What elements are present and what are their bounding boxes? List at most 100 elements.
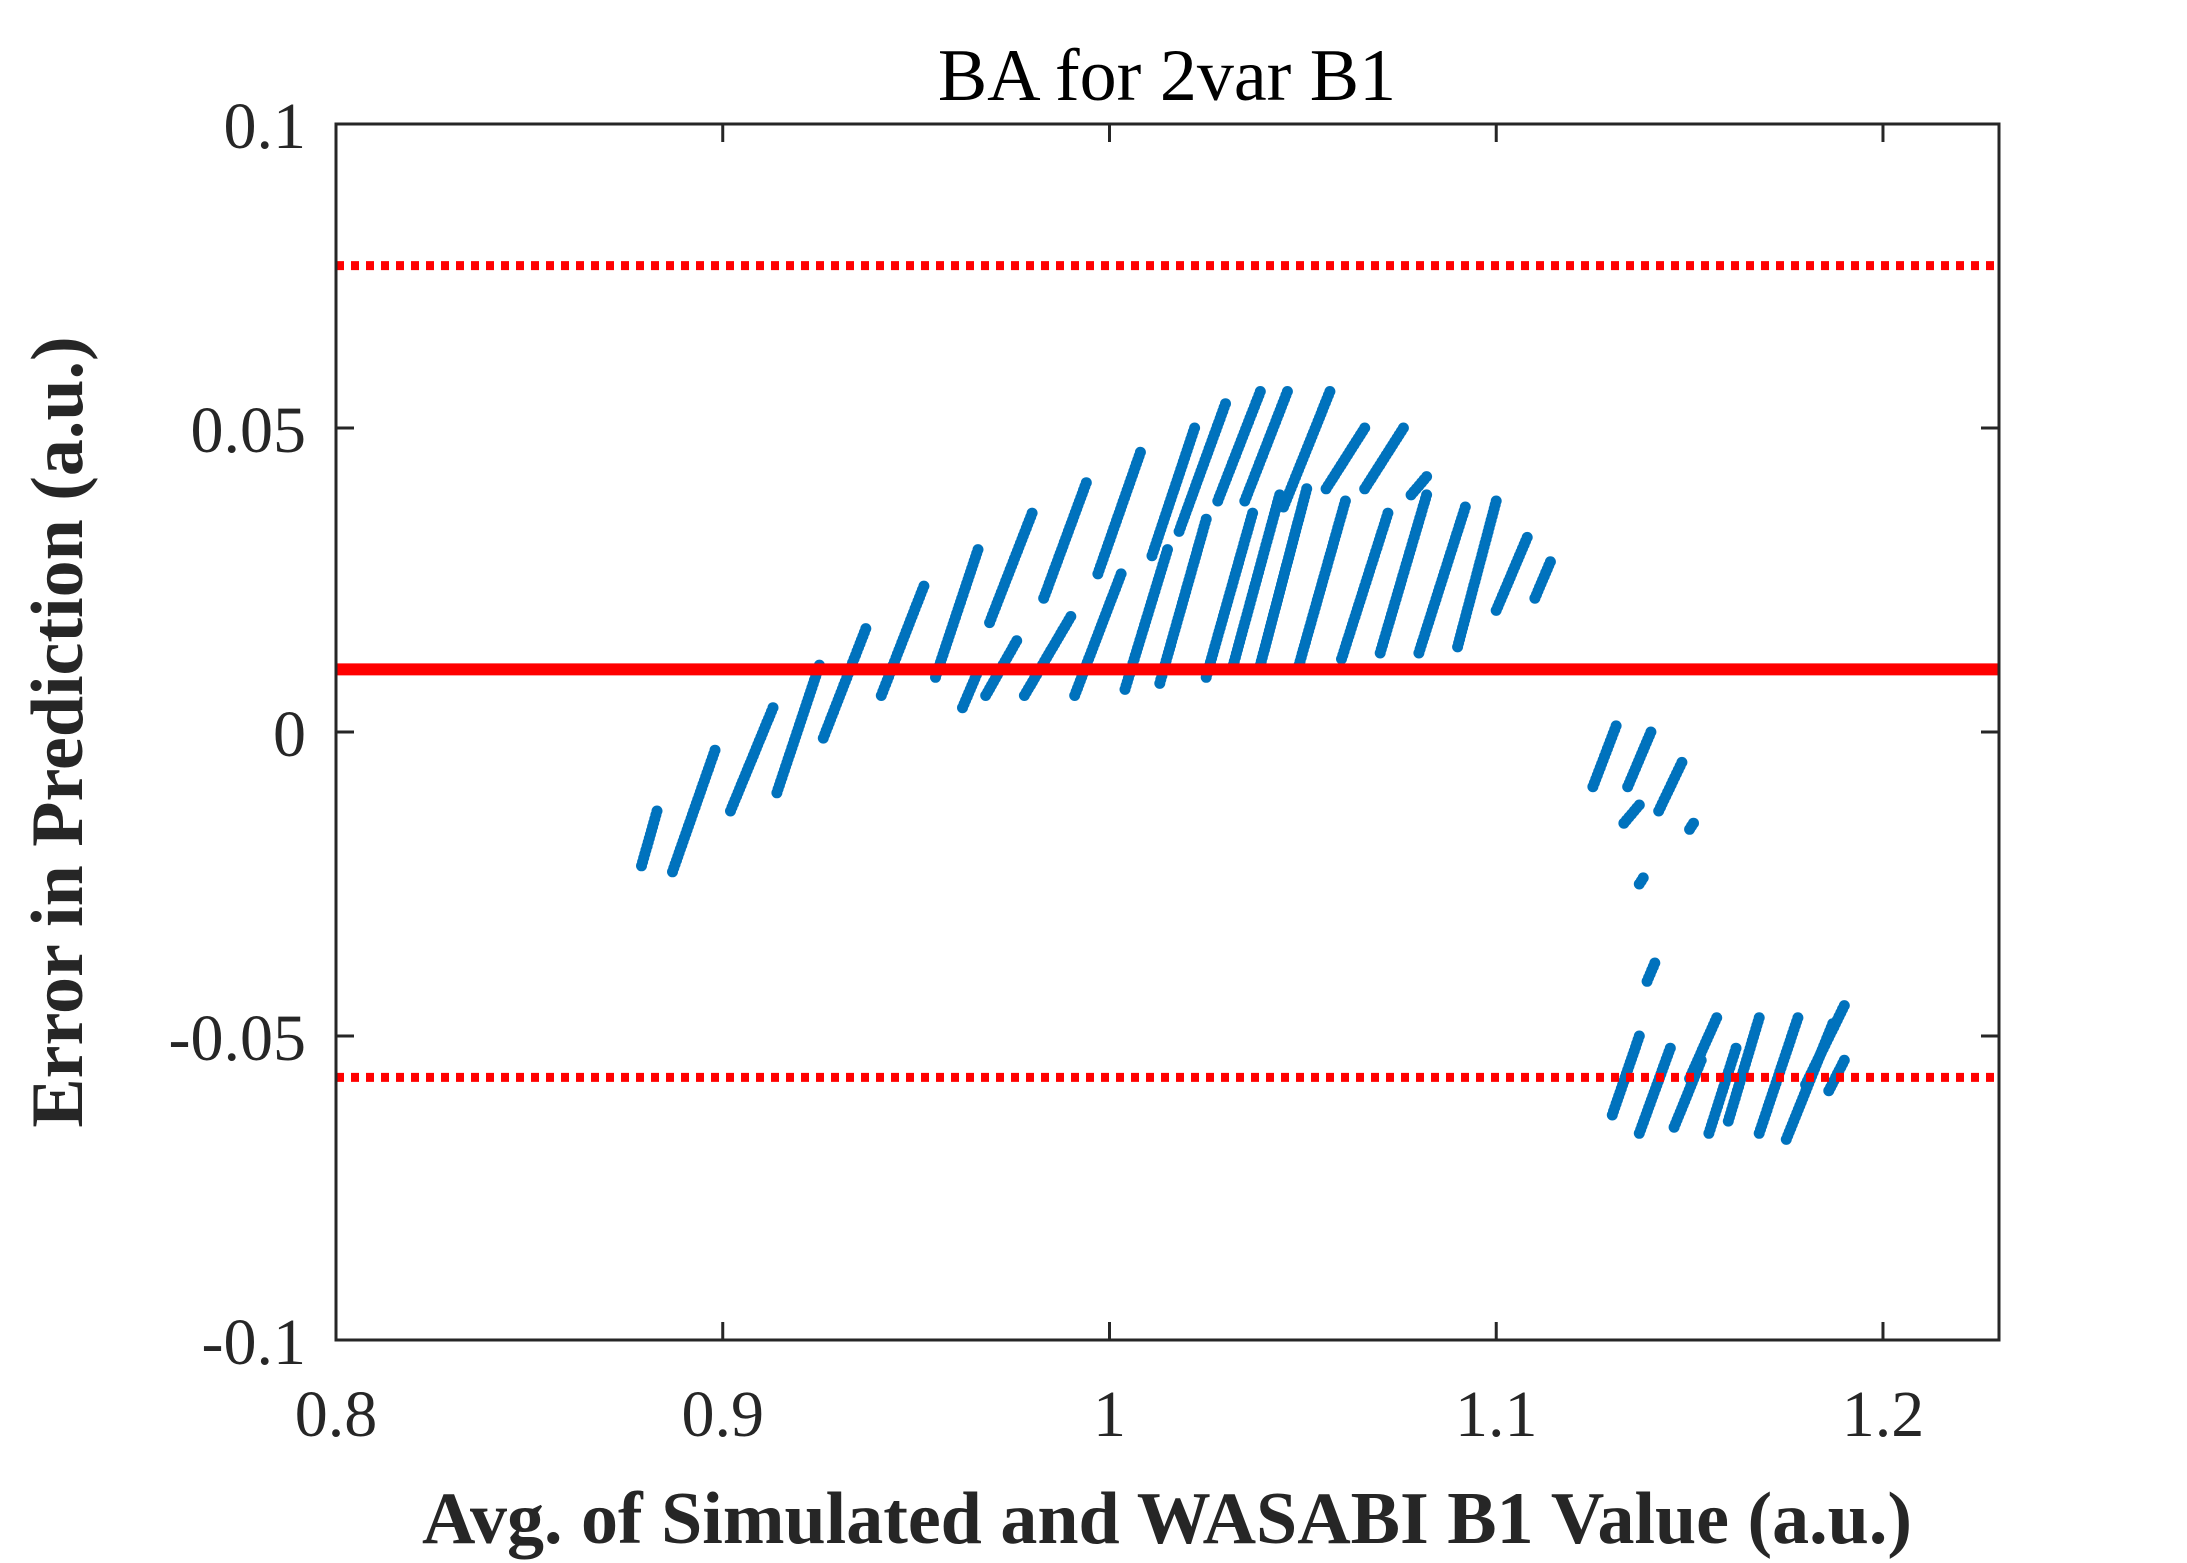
y-tick-label: 0.1	[224, 90, 307, 163]
data-point	[1633, 799, 1645, 811]
x-axis-label: Avg. of Simulated and WASABI B1 Value (a…	[422, 1478, 1912, 1560]
point-group	[1092, 446, 1146, 580]
data-point	[1544, 556, 1556, 568]
data-point	[651, 805, 663, 817]
point-group	[1529, 556, 1556, 604]
data-point	[972, 544, 984, 556]
data-point	[1115, 568, 1127, 580]
point-group	[1212, 386, 1266, 507]
point-group	[1641, 957, 1661, 987]
point-group	[1200, 507, 1259, 683]
point-group	[1587, 720, 1622, 793]
point-group	[1374, 489, 1433, 659]
point-group	[1684, 817, 1699, 835]
point-group	[1823, 1054, 1850, 1097]
point-group	[930, 544, 984, 683]
point-group	[1320, 422, 1371, 495]
point-group	[667, 744, 721, 878]
x-tick-label: 1.1	[1455, 1378, 1538, 1451]
point-group	[1800, 1000, 1850, 1091]
point-group	[1154, 513, 1212, 689]
point-group	[984, 507, 1038, 629]
y-tick-label: -0.1	[202, 1306, 306, 1379]
point-group	[1622, 726, 1657, 793]
data-point	[1645, 726, 1657, 738]
data-point	[918, 580, 930, 592]
point-group	[771, 659, 825, 799]
point-group	[1653, 756, 1688, 817]
point-group	[636, 805, 663, 872]
y-axis-label: Error in Prediction (a.u.)	[17, 336, 99, 1127]
data-point	[1080, 477, 1092, 489]
data-point	[1676, 756, 1688, 768]
data-point	[1688, 817, 1699, 829]
data-point	[1011, 635, 1023, 647]
data-point	[1162, 544, 1173, 556]
data-point	[1382, 507, 1394, 519]
data-point	[1664, 1042, 1676, 1054]
data-point	[1633, 1030, 1645, 1042]
tick-labels: 0.8 0.9 1 1.1 1.2 -0.1 -0.05 0 0.05 0.1	[169, 90, 1925, 1451]
point-group	[1413, 501, 1471, 659]
point-group	[1633, 1042, 1676, 1139]
tick-marks	[334, 122, 1999, 1342]
data-point	[1490, 495, 1502, 507]
data-point	[1730, 1042, 1742, 1054]
point-group	[1038, 477, 1092, 604]
plot-area	[336, 261, 1999, 1145]
data-point	[1421, 489, 1433, 501]
y-tick-label: 0	[273, 698, 306, 771]
data-point	[1792, 1012, 1804, 1024]
point-group	[1618, 799, 1645, 829]
chart-title: BA for 2var B1	[938, 35, 1396, 117]
data-point	[1753, 1012, 1765, 1024]
data-point	[1610, 720, 1622, 732]
point-group	[1490, 531, 1533, 616]
y-tick-label: -0.05	[169, 1002, 306, 1075]
point-group	[1606, 1030, 1645, 1121]
data-point	[767, 702, 779, 714]
point-group	[1254, 483, 1313, 671]
data-point	[1247, 507, 1259, 519]
point-group	[1359, 422, 1409, 495]
x-tick-label: 0.9	[681, 1378, 764, 1451]
data-point	[1200, 513, 1212, 525]
data-point	[1324, 386, 1336, 397]
point-group	[1336, 507, 1394, 665]
data-point	[1421, 471, 1433, 483]
x-tick-label: 0.8	[295, 1378, 378, 1451]
point-group	[1239, 386, 1293, 507]
x-tick-label: 1.2	[1842, 1378, 1925, 1451]
y-tick-label: 0.05	[191, 394, 307, 467]
data-point	[1026, 507, 1038, 519]
data-point	[1220, 398, 1231, 410]
data-point	[1359, 422, 1371, 434]
data-point	[1065, 611, 1077, 622]
point-group	[1405, 471, 1433, 501]
data-point	[709, 744, 721, 756]
data-point	[1521, 531, 1533, 543]
data-point	[860, 623, 872, 635]
data-point	[1189, 422, 1201, 434]
point-group	[1278, 386, 1336, 513]
point-group	[1753, 1012, 1804, 1139]
data-point	[1134, 446, 1146, 458]
data-point	[1339, 495, 1351, 507]
data-point	[1838, 1000, 1850, 1012]
data-point	[1838, 1054, 1850, 1066]
point-group	[1293, 495, 1351, 671]
data-point	[1397, 422, 1409, 434]
data-point	[1649, 957, 1661, 969]
data-point	[1637, 872, 1649, 884]
point-group	[1633, 872, 1649, 890]
x-tick-label: 1	[1093, 1378, 1126, 1451]
data-point	[1301, 483, 1313, 495]
data-point	[1254, 386, 1266, 397]
data-point	[1281, 386, 1293, 397]
point-group	[1173, 398, 1231, 537]
point-group	[1452, 495, 1502, 653]
point-group	[725, 702, 779, 817]
point-group	[1146, 422, 1201, 562]
